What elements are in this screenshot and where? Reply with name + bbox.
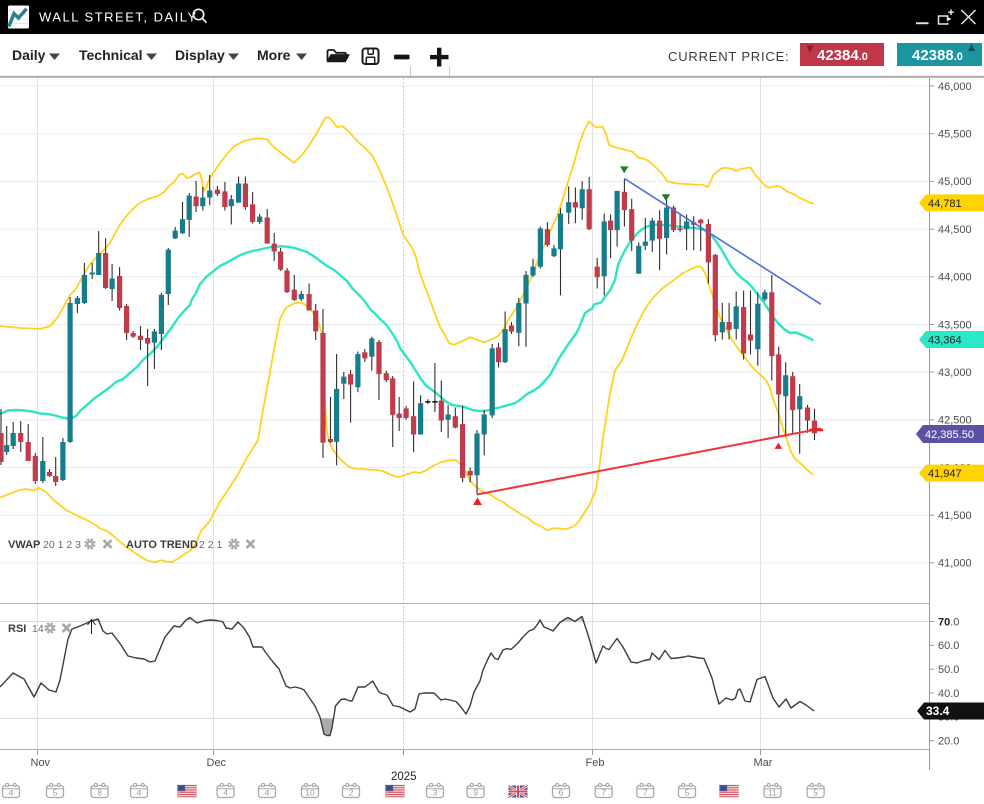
- svg-text:Feb: Feb: [586, 757, 605, 769]
- svg-text:WALL STREET, DAILY: WALL STREET, DAILY: [39, 10, 198, 25]
- svg-text:42388.0: 42388.0: [912, 47, 963, 64]
- svg-text:4: 4: [265, 788, 270, 798]
- svg-text:CURRENT PRICE:: CURRENT PRICE:: [668, 49, 789, 64]
- svg-text:4: 4: [223, 788, 228, 798]
- svg-text:60.0: 60.0: [938, 640, 959, 652]
- svg-text:44,000: 44,000: [938, 272, 972, 284]
- svg-text:9: 9: [473, 788, 478, 798]
- svg-text:43,000: 43,000: [938, 367, 972, 379]
- svg-text:42,500: 42,500: [938, 415, 972, 427]
- svg-text:5: 5: [813, 788, 818, 798]
- svg-text:Nov: Nov: [31, 757, 51, 769]
- svg-text:AUTO TREND: AUTO TREND: [126, 539, 198, 551]
- svg-text:20.0: 20.0: [938, 736, 959, 748]
- svg-text:7: 7: [643, 788, 648, 798]
- svg-text:Dec: Dec: [207, 757, 227, 769]
- svg-text:33.4: 33.4: [926, 704, 950, 718]
- svg-text:50.0: 50.0: [938, 664, 959, 676]
- svg-text:45,000: 45,000: [938, 176, 972, 188]
- svg-text:20 1 2 3: 20 1 2 3: [43, 539, 81, 551]
- svg-text:3: 3: [433, 788, 438, 798]
- svg-text:RSI: RSI: [8, 623, 26, 635]
- svg-text:7: 7: [601, 788, 606, 798]
- svg-text:Display: Display: [175, 47, 225, 63]
- svg-text:43,500: 43,500: [938, 319, 972, 331]
- svg-text:Daily: Daily: [12, 47, 46, 63]
- svg-text:VWAP: VWAP: [8, 539, 40, 551]
- svg-text:46,000: 46,000: [938, 81, 972, 93]
- svg-text:14: 14: [32, 623, 44, 635]
- svg-text:5: 5: [685, 788, 690, 798]
- svg-text:44,781: 44,781: [928, 198, 962, 210]
- svg-text:42384.0: 42384.0: [817, 47, 868, 64]
- svg-text:44,500: 44,500: [938, 224, 972, 236]
- svg-text:43,364: 43,364: [928, 335, 962, 347]
- svg-text:4: 4: [137, 788, 142, 798]
- svg-text:Technical: Technical: [79, 47, 143, 63]
- svg-text:2 2 1: 2 2 1: [199, 539, 223, 551]
- svg-text:45,500: 45,500: [938, 129, 972, 141]
- svg-text:2: 2: [349, 788, 354, 798]
- svg-text:40.0: 40.0: [938, 688, 959, 700]
- svg-text:Mar: Mar: [754, 757, 773, 769]
- svg-text:11: 11: [768, 788, 777, 798]
- svg-text:8: 8: [97, 788, 102, 798]
- svg-text:41,000: 41,000: [938, 558, 972, 570]
- svg-text:4: 4: [9, 788, 14, 798]
- svg-text:70.0: 70.0: [938, 616, 959, 628]
- svg-text:41,947: 41,947: [928, 468, 962, 480]
- svg-text:2025: 2025: [391, 771, 417, 783]
- svg-text:42,385.50: 42,385.50: [925, 429, 974, 441]
- svg-text:More: More: [257, 47, 291, 63]
- svg-text:10: 10: [305, 788, 315, 798]
- svg-text:6: 6: [559, 788, 564, 798]
- svg-text:41,500: 41,500: [938, 510, 972, 522]
- svg-text:5: 5: [53, 788, 58, 798]
